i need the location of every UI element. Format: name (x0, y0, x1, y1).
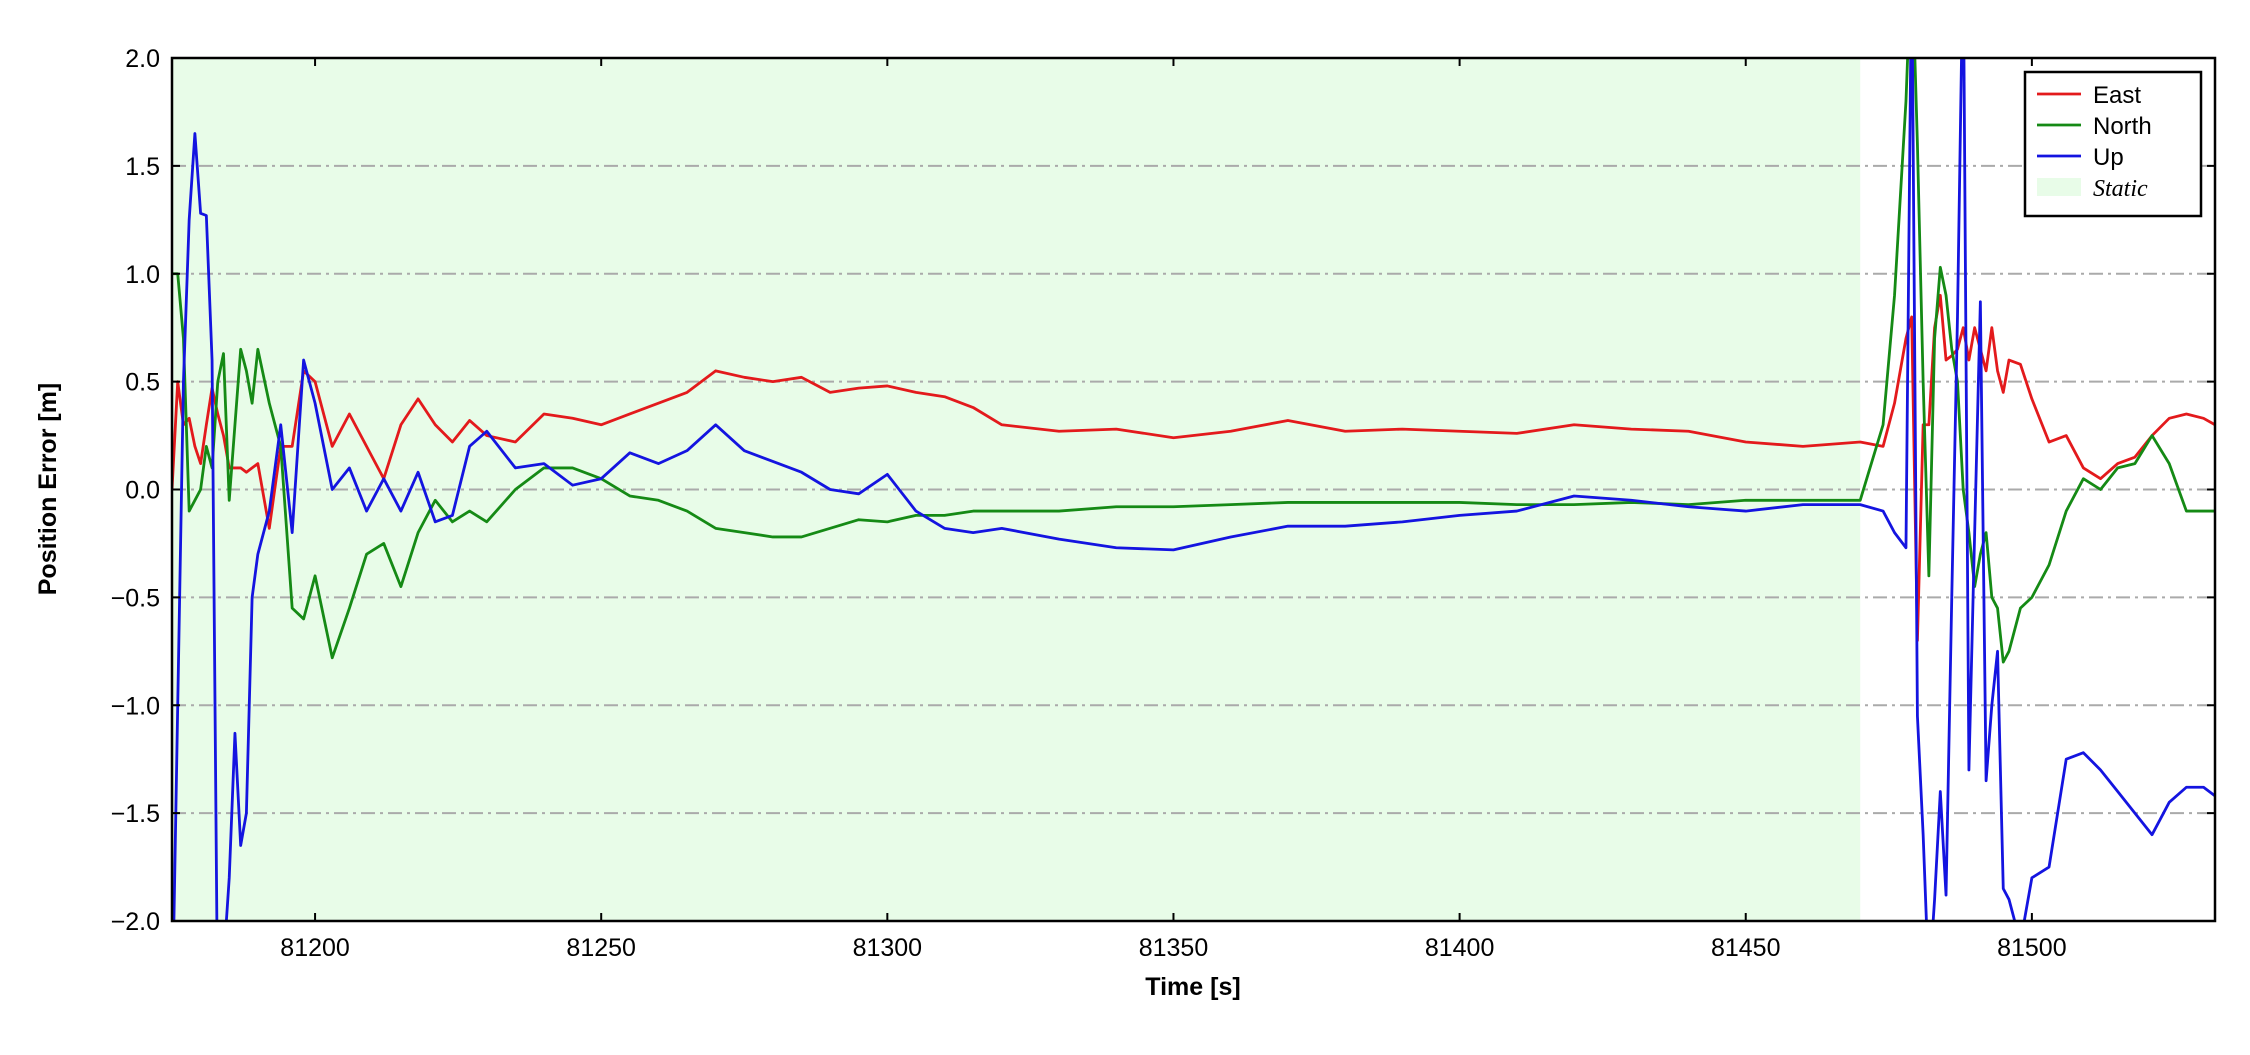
series-line (172, 58, 2215, 664)
legend-label: North (2093, 113, 2152, 140)
x-tick-label: 81500 (1997, 934, 2067, 962)
y-tick-label: −2.0 (111, 908, 160, 936)
x-tick-label: 81200 (280, 934, 350, 962)
x-tick-label: 81400 (1425, 934, 1495, 962)
legend-label: Static (2093, 176, 2148, 202)
legend-swatch (2037, 178, 2081, 196)
y-axis-label: Position Error [m] (34, 383, 62, 596)
plot-background (172, 58, 2215, 921)
y-tick-label: 1.0 (125, 261, 160, 289)
legend-label: Up (2093, 144, 2124, 171)
y-tick-label: 2.0 (125, 45, 160, 73)
y-tick-label: 1.5 (125, 153, 160, 181)
x-tick-label: 81300 (853, 934, 923, 962)
y-tick-label: −1.0 (111, 692, 160, 720)
x-tick-label: 81250 (566, 934, 636, 962)
y-tick-label: −1.5 (111, 800, 160, 828)
y-tick-label: 0.5 (125, 369, 160, 397)
series-line (172, 58, 2215, 921)
plot-lines (172, 58, 2215, 921)
legend: East North Up Static (2023, 70, 2203, 218)
y-tick-label: −0.5 (111, 584, 160, 612)
x-axis-label: Time [s] (1145, 973, 1240, 1001)
x-tick-label: 81450 (1711, 934, 1781, 962)
series-line (172, 293, 2215, 642)
legend-label: East (2093, 82, 2141, 109)
x-tick-label: 81350 (1139, 934, 1209, 962)
y-tick-label: 0.0 (125, 477, 160, 505)
axes: −2.0 −1.5 −1.0 −0.5 0.0 0.5 1.0 1.5 2.0 81200 8125… (111, 45, 2215, 962)
